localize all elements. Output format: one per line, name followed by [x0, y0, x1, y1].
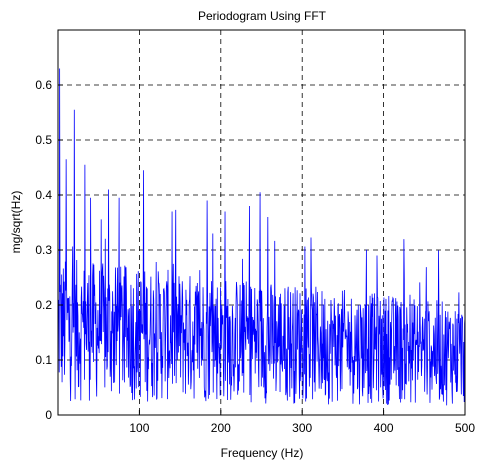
y-tick-label: 0: [45, 408, 52, 422]
y-tick-label: 0.4: [35, 188, 52, 202]
x-tick-label: 200: [211, 421, 231, 435]
x-tick-label: 500: [455, 421, 475, 435]
x-axis-label: Frequency (Hz): [221, 446, 304, 460]
plot-frame: [57, 29, 466, 416]
y-tick-label: 0.1: [35, 353, 52, 367]
x-axis-ticks: 100 200 300 400 500: [129, 410, 475, 435]
y-tick-label: 0.2: [35, 298, 52, 312]
x-tick-label: 100: [129, 421, 149, 435]
chart-title: Periodogram Using FFT: [198, 9, 327, 23]
y-axis-label: mg/sqrt(Hz): [9, 191, 23, 254]
y-tick-label: 0.5: [35, 133, 52, 147]
y-tick-label: 0.3: [35, 243, 52, 257]
x-tick-label: 400: [374, 421, 394, 435]
x-tick-label: 300: [292, 421, 312, 435]
y-tick-label: 0.6: [35, 78, 52, 92]
series-line: [57, 68, 466, 406]
y-axis-ticks: 0 0.1 0.2 0.3 0.4 0.5 0.6: [35, 78, 63, 422]
